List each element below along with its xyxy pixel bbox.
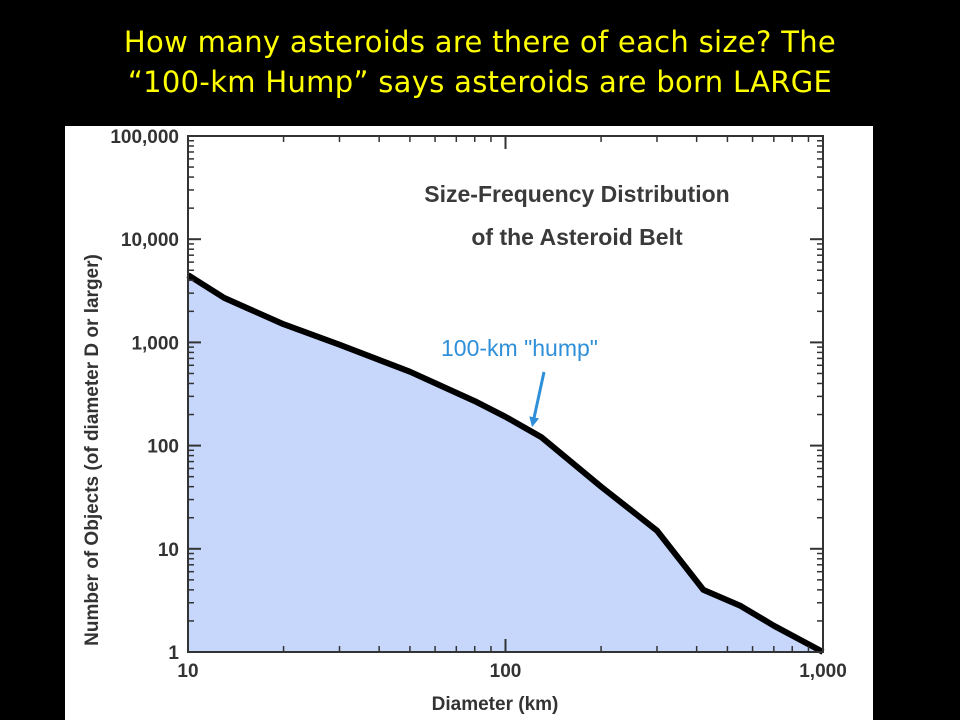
x-tick-label: 1,000 [799, 661, 847, 682]
chart-panel: 1 10 100 1,000 10,000 100,000 10 100 1,000 Size-… [65, 126, 873, 720]
y-tick-label: 100,000 [110, 127, 179, 148]
y-tick-label: 1,000 [131, 333, 179, 354]
x-tick-label: 10 [177, 661, 198, 682]
slide-title-line-2: “100-km Hump” says asteroids are born LA… [127, 65, 833, 99]
slide-title-line-1: How many asteroids are there of each siz… [123, 25, 837, 59]
y-tick-label: 10 [158, 540, 179, 561]
slide-title: How many asteroids are there of each siz… [0, 22, 960, 102]
area-fill [188, 275, 823, 652]
chart-title-line-2: of the Asteroid Belt [471, 224, 683, 250]
chart-title-line-1: Size-Frequency Distribution [424, 181, 729, 207]
x-axis-title: Diameter (km) [432, 694, 559, 715]
y-tick-label: 10,000 [121, 230, 179, 251]
hump-annotation-arrow [529, 371, 546, 428]
y-axis-title: Number of Objects (of diameter D or larg… [82, 254, 103, 646]
y-tick-label: 100 [147, 437, 179, 458]
x-tick-label: 100 [490, 661, 522, 682]
series-line [186, 272, 825, 655]
y-tick-label: 1 [168, 643, 179, 664]
hump-annotation-label: 100-km "hump" [441, 335, 598, 361]
axis-ticks [187, 135, 824, 653]
